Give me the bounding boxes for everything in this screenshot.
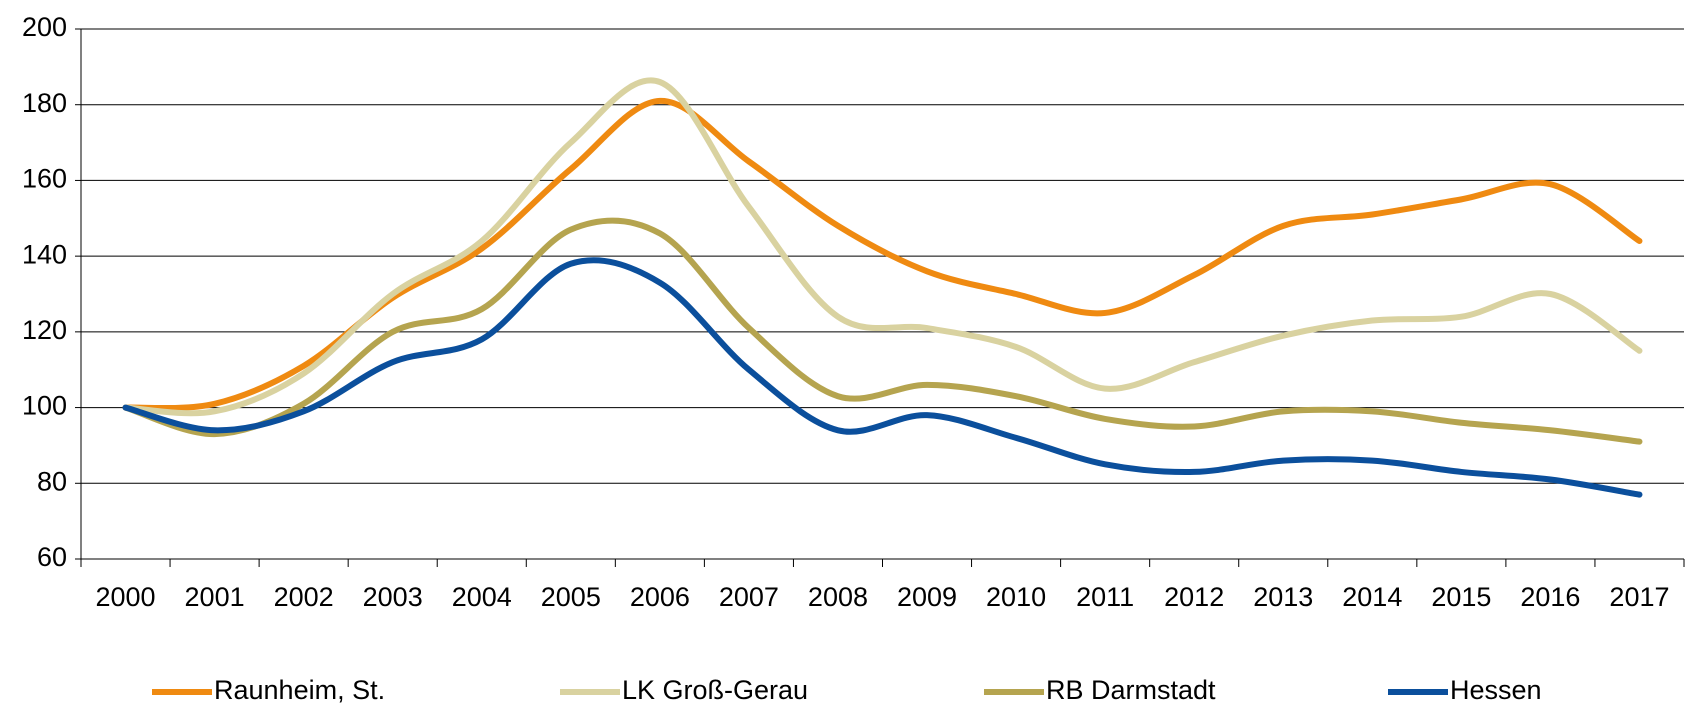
x-tick-label: 2017 [1609,582,1669,612]
y-tick-label: 120 [22,315,67,345]
y-tick-label: 200 [22,12,67,42]
y-tick-label: 180 [22,88,67,118]
y-tick-label: 140 [22,239,67,269]
x-tick-label: 2011 [1076,582,1134,612]
series-line [122,77,1643,417]
x-tick-label: 2002 [274,582,334,612]
legend-label: LK Groß-Gerau [622,675,808,705]
x-tick-label: 2010 [986,582,1046,612]
x-tick-label: 2007 [719,582,779,612]
x-tick-label: 2001 [185,582,245,612]
x-tick-label: 2004 [452,582,512,612]
x-tick-label: 2006 [630,582,690,612]
legend-label: Hessen [1450,675,1542,705]
y-tick-label: 160 [22,164,67,194]
x-tick-label: 2003 [363,582,423,612]
x-tick-label: 2000 [95,582,155,612]
legend-label: RB Darmstadt [1046,675,1216,705]
y-tick-label: 100 [22,391,67,421]
series-line [122,257,1643,498]
series-line [122,217,1643,445]
x-tick-label: 2009 [897,582,957,612]
x-tick-label: 2013 [1253,582,1313,612]
x-tick-label: 2005 [541,582,601,612]
legend-label: Raunheim, St. [214,675,385,705]
x-tick-label: 2016 [1520,582,1580,612]
x-tick-label: 2015 [1431,582,1491,612]
y-tick-label: 80 [37,466,67,496]
x-tick-label: 2014 [1342,582,1402,612]
x-tick-label: 2008 [808,582,868,612]
x-tick-label: 2012 [1164,582,1224,612]
y-tick-label: 60 [37,542,67,572]
